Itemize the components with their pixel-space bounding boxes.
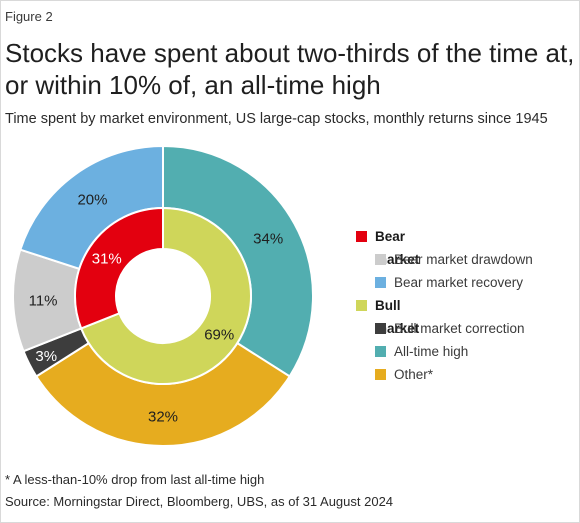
legend-swatch [375,346,386,357]
inner-slice-bear-market [74,206,164,330]
footnote: * A less-than-10% drop from last all-tim… [5,472,265,487]
inner-label-bear-market: 31% [92,250,122,267]
outer-label-bear-market-drawdown: 11% [29,292,58,309]
legend-swatch [356,231,367,242]
legend-swatch [375,277,386,288]
legend-swatch [356,300,367,311]
legend-label: Bear market recovery [394,275,524,290]
legend-label: Bear market drawdown [394,252,533,267]
chart-title: Stocks have spent about two-thirds of th… [5,37,577,101]
chart-subtitle: Time spent by market environment, US lar… [5,111,548,127]
outer-label-all-time-high: 34% [253,231,283,248]
legend-swatch [375,254,386,265]
outer-label-bear-market-recovery: 20% [77,191,107,208]
inner-label-bull-market: 69% [204,327,234,344]
outer-label-other: 32% [148,409,178,426]
chart-title-line-2: or within 10% of, an all-time high [5,70,381,100]
legend-label: Other* [394,367,434,382]
inner-slice-bull-market [79,206,252,385]
legend-label: Bear market [375,229,420,267]
chart-title-line-1: Stocks have spent about two-thirds of th… [5,38,575,68]
legend-swatch [375,369,386,380]
legend-label: Bull market correction [394,321,525,336]
outer-label-bull-market-correction: 3% [35,348,57,365]
source-note: Source: Morningstar Direct, Bloomberg, U… [5,494,394,509]
legend-label: Bull market [375,298,420,336]
legend-swatch [375,323,386,334]
figure-label: Figure 2 [5,9,53,24]
donut-chart: 34% 32% 3% 11% 20% 69% 31% [12,144,314,447]
legend-label: All-time high [394,344,469,359]
